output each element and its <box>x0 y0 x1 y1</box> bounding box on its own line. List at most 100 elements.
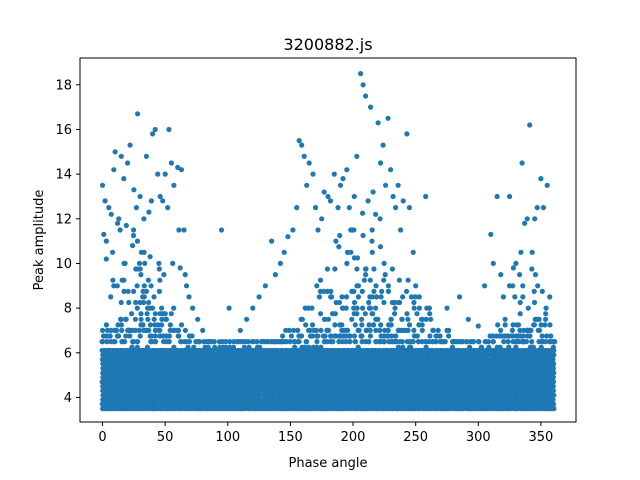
data-point <box>285 234 291 240</box>
data-point <box>337 232 343 239</box>
data-point <box>103 238 109 244</box>
data-point <box>166 126 172 133</box>
data-point <box>121 277 127 283</box>
data-point <box>467 344 473 350</box>
data-point <box>133 205 139 211</box>
data-point <box>373 305 379 311</box>
data-point <box>322 316 328 322</box>
x-axis-label: Phase angle <box>288 456 367 471</box>
data-point <box>142 260 148 266</box>
data-point <box>163 316 170 322</box>
data-point <box>280 333 286 339</box>
data-point <box>538 344 544 350</box>
data-point <box>354 153 360 159</box>
y-tick-label: 8 <box>64 302 72 317</box>
data-point <box>497 333 503 339</box>
data-point <box>102 198 108 204</box>
data-point <box>314 339 320 345</box>
data-point <box>349 316 355 322</box>
x-axis-ticks: 0 50 100 150 200 250 300 350 <box>98 422 553 445</box>
data-point <box>141 294 147 300</box>
data-point <box>183 283 190 289</box>
data-point <box>156 266 162 272</box>
data-point <box>160 198 166 204</box>
data-point <box>539 333 545 339</box>
data-point <box>399 316 405 322</box>
data-point <box>115 333 122 339</box>
data-point <box>166 333 172 339</box>
data-point <box>369 294 375 300</box>
data-point <box>153 339 159 345</box>
data-point <box>296 138 302 144</box>
data-point <box>360 210 366 216</box>
data-point <box>275 339 281 345</box>
data-point <box>171 305 177 311</box>
data-point <box>118 322 124 328</box>
data-point <box>539 288 545 294</box>
data-point <box>370 189 376 195</box>
data-point <box>373 327 379 333</box>
data-point <box>328 288 334 294</box>
data-point <box>352 322 358 328</box>
data-point <box>551 401 557 407</box>
data-point <box>103 256 109 262</box>
data-point <box>287 339 293 345</box>
data-point <box>332 266 338 272</box>
data-point <box>515 322 522 328</box>
data-point <box>156 260 162 266</box>
data-point <box>413 283 419 289</box>
data-point <box>524 216 530 222</box>
data-point <box>162 171 168 177</box>
data-point <box>404 131 410 137</box>
data-point <box>531 288 537 294</box>
data-point <box>531 322 537 328</box>
data-point <box>371 266 377 272</box>
data-point <box>328 339 334 345</box>
data-point <box>517 299 523 306</box>
data-point <box>186 339 193 345</box>
data-point <box>509 327 515 333</box>
x-tick-label: 0 <box>98 430 106 445</box>
data-point <box>211 339 217 345</box>
data-point <box>548 333 554 339</box>
data-point <box>366 299 372 306</box>
data-point <box>354 255 361 261</box>
data-point <box>146 209 152 215</box>
data-point <box>400 294 406 300</box>
data-point <box>134 283 140 289</box>
data-point <box>100 327 106 333</box>
data-point <box>513 344 519 350</box>
data-point <box>395 299 401 306</box>
data-point <box>111 339 117 345</box>
data-point <box>351 299 358 306</box>
x-tick-label: 100 <box>215 430 240 445</box>
data-point <box>135 111 141 117</box>
data-point <box>369 227 375 233</box>
data-point <box>131 288 137 294</box>
data-point <box>131 227 137 233</box>
data-point <box>405 316 411 322</box>
data-point <box>369 238 375 244</box>
data-point <box>329 294 335 300</box>
data-point <box>414 333 420 339</box>
data-point <box>538 176 544 182</box>
data-point <box>136 327 142 333</box>
data-point <box>506 344 512 350</box>
data-point <box>543 305 549 311</box>
data-point <box>343 294 350 300</box>
data-point <box>494 193 500 200</box>
data-point <box>406 205 412 211</box>
data-point <box>250 305 256 311</box>
data-point <box>419 322 425 328</box>
data-point <box>403 288 410 294</box>
data-point <box>104 339 110 345</box>
data-point <box>166 339 172 345</box>
data-point <box>359 316 365 322</box>
data-point <box>327 198 334 204</box>
data-point <box>144 344 150 350</box>
data-point <box>141 216 147 222</box>
data-point <box>488 231 494 237</box>
data-point <box>115 220 121 226</box>
data-point <box>378 294 384 300</box>
data-point <box>517 327 523 333</box>
